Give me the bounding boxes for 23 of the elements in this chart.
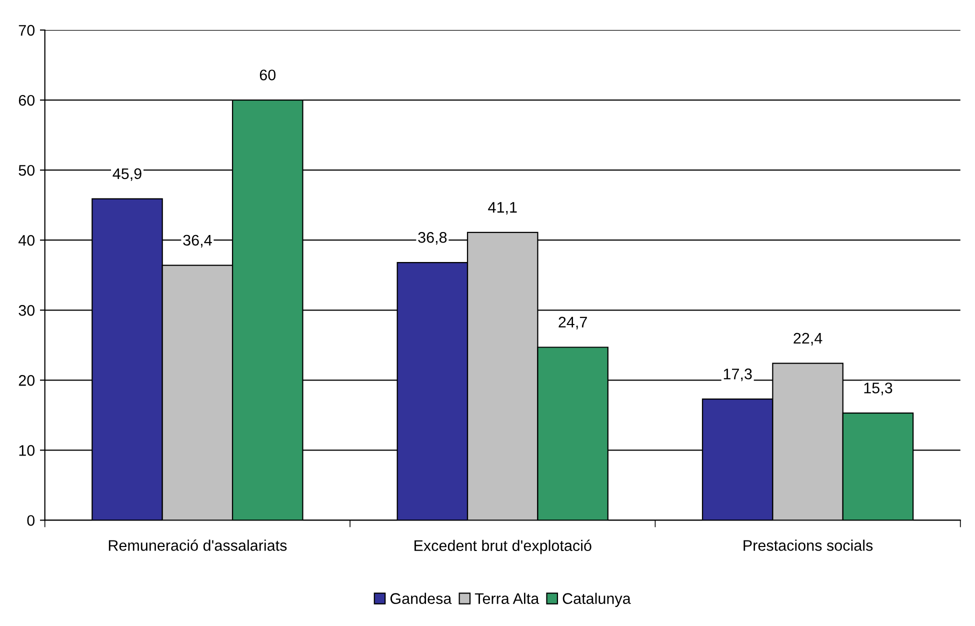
data-label: 36,8 — [418, 232, 447, 245]
y-tick-label: 50 — [18, 164, 35, 176]
y-tick-label: 60 — [18, 94, 35, 106]
x-tick-label: Excedent brut d'explotació — [414, 540, 592, 554]
y-tick-label: 40 — [18, 234, 35, 246]
data-label: 41,1 — [488, 202, 517, 215]
y-tick-label: 30 — [18, 305, 35, 316]
data-label: 24,7 — [558, 316, 587, 330]
legend-label: Gandesa — [390, 592, 452, 604]
data-label: 17,3 — [724, 368, 752, 382]
y-tick-label: 20 — [18, 375, 35, 386]
data-label: 15,3 — [864, 382, 892, 396]
legend-label: Terra Alta — [474, 592, 540, 604]
data-label: 60 — [260, 70, 276, 80]
x-tick-label: Remuneració d'assalariats — [108, 539, 287, 551]
data-label: 36,4 — [183, 234, 212, 248]
data-label: 45,9 — [112, 168, 142, 181]
y-tick-label: 70 — [18, 24, 35, 36]
data-label: 22,4 — [794, 332, 822, 346]
x-tick-label: Prestacions socials — [744, 540, 873, 551]
legend-label: Catalunya — [562, 592, 631, 608]
y-tick-label: 0 — [27, 515, 35, 526]
y-tick-label: 10 — [19, 445, 35, 456]
